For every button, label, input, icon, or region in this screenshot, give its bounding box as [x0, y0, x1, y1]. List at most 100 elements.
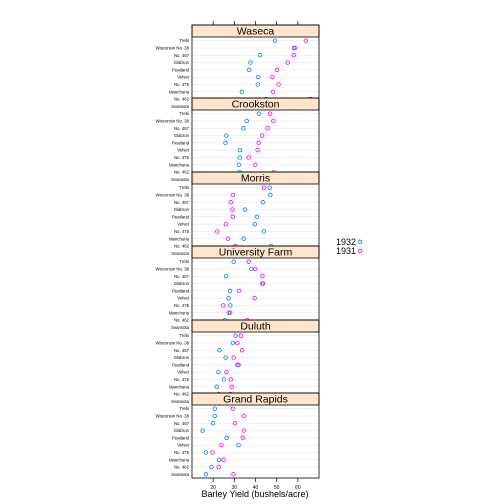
- data-point: [221, 377, 227, 382]
- data-point: [210, 450, 215, 455]
- data-point: [293, 45, 298, 51]
- data-point: [246, 259, 251, 264]
- variety-label: No. 475: [174, 303, 190, 308]
- data-point: [236, 362, 241, 368]
- data-point: [230, 207, 235, 212]
- data-point: [231, 259, 236, 264]
- data-point: [252, 295, 257, 301]
- site-label: Morris: [241, 173, 270, 185]
- variety-label: Wisconsin No. 38: [156, 192, 190, 197]
- panel-background: [192, 393, 319, 478]
- variety-label: Glabron: [174, 428, 190, 433]
- legend-label: 1932: [336, 237, 356, 247]
- data-point: [237, 147, 243, 153]
- data-point: [223, 274, 229, 279]
- data-point: [230, 214, 236, 220]
- data-point: [229, 384, 234, 389]
- data-point: [241, 428, 247, 433]
- variety-label: Glabron: [174, 281, 190, 286]
- data-point: [244, 118, 250, 124]
- data-point: [260, 200, 266, 205]
- data-point: [228, 303, 233, 308]
- data-point: [260, 274, 265, 279]
- legend-label: 1931: [336, 246, 356, 256]
- site-label: University Farm: [219, 247, 293, 259]
- data-point: [209, 464, 214, 470]
- variety-label: No. 462: [174, 392, 190, 397]
- variety-label: Manchuria: [169, 89, 190, 94]
- variety-label: Svansota: [171, 325, 190, 330]
- variety-label: Wisconsin No. 38: [156, 266, 190, 271]
- panel-background: [192, 320, 319, 405]
- data-point: [257, 53, 263, 58]
- panel: Trebi Wisconsin No. 38 No. 457 Glabron Peatl…: [156, 24, 320, 111]
- data-point: [221, 303, 226, 308]
- variety-label: Glabron: [174, 207, 190, 212]
- data-point: [228, 377, 233, 382]
- variety-label: No. 457: [174, 421, 190, 426]
- data-point: [261, 185, 267, 190]
- x-tick-label: 60: [295, 485, 301, 491]
- data-point: [226, 310, 232, 315]
- data-point: [219, 442, 224, 448]
- panel: Trebi Wisconsin No. 38 No. 457 Glabron Peatl…: [156, 171, 320, 258]
- data-point: [259, 133, 265, 138]
- panel-background: [192, 172, 319, 257]
- variety-label: No. 475: [174, 229, 190, 234]
- variety-label: Trebi: [179, 333, 189, 338]
- variety-label: Peatland: [172, 67, 190, 72]
- data-point: [276, 82, 281, 87]
- variety-label: Velvet: [177, 296, 190, 301]
- variety-label: Svansota: [171, 104, 190, 109]
- panel: Trebi Wisconsin No. 38 No. 457 Glabron Peatl…: [156, 97, 320, 184]
- data-point: [255, 147, 260, 153]
- data-point: [246, 155, 251, 160]
- data-point: [255, 82, 261, 87]
- panel-background: [192, 246, 319, 331]
- data-point: [274, 67, 280, 73]
- data-point: [253, 162, 258, 167]
- data-point: [240, 435, 245, 441]
- data-point: [200, 428, 205, 433]
- variety-label: Peatland: [172, 288, 190, 293]
- data-point: [252, 221, 258, 227]
- data-point: [267, 185, 272, 190]
- data-point: [214, 229, 220, 234]
- variety-label: Svansota: [171, 251, 190, 256]
- variety-label: No. 462: [174, 465, 190, 470]
- data-point: [241, 413, 246, 419]
- panel: Trebi Wisconsin No. 38 No. 457 Glabron Peatl…: [156, 392, 320, 479]
- variety-label: No. 475: [174, 155, 190, 160]
- data-point: [236, 162, 242, 167]
- data-point: [230, 340, 236, 346]
- legend-marker: [357, 239, 363, 245]
- variety-label: No. 462: [174, 170, 190, 175]
- data-point: [246, 67, 252, 73]
- site-label: Waseca: [237, 26, 275, 38]
- variety-label: Wisconsin No. 38: [156, 340, 190, 345]
- data-point: [248, 60, 253, 65]
- variety-label: Velvet: [177, 75, 190, 80]
- data-point: [267, 111, 273, 116]
- panel-background: [192, 25, 319, 110]
- data-point: [224, 435, 229, 441]
- variety-label: Trebi: [179, 406, 189, 411]
- data-point: [233, 333, 238, 338]
- variety-label: Trebi: [179, 259, 189, 264]
- data-point: [241, 126, 246, 131]
- data-point: [256, 111, 262, 116]
- variety-label: No. 462: [174, 97, 190, 102]
- variety-label: Wisconsin No. 38: [156, 118, 190, 123]
- data-point: [272, 38, 278, 43]
- data-point: [237, 155, 243, 160]
- data-point: [270, 89, 276, 94]
- variety-label: Wisconsin No. 38: [156, 413, 190, 418]
- variety-label: Glabron: [174, 133, 190, 138]
- variety-label: Velvet: [177, 222, 190, 227]
- variety-label: Trebi: [179, 111, 189, 116]
- data-point: [239, 348, 245, 353]
- data-point: [224, 369, 229, 375]
- data-point: [285, 60, 290, 65]
- variety-label: Manchuria: [169, 384, 190, 389]
- variety-label: Trebi: [179, 185, 189, 190]
